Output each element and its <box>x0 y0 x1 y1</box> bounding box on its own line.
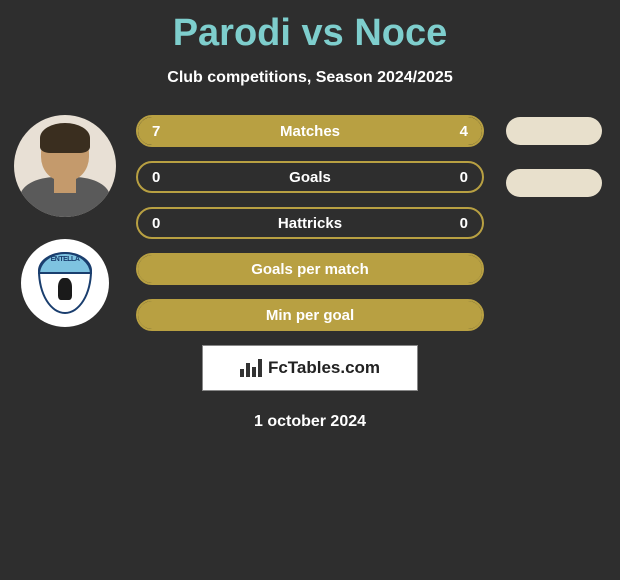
stat-value-right: 0 <box>460 169 468 186</box>
stat-label: Matches <box>138 123 482 140</box>
stat-label: Hattricks <box>138 215 482 232</box>
pill-2 <box>506 169 602 197</box>
stat-row-min-per-goal: Min per goal <box>136 299 484 331</box>
club-logo: ENTELLA <box>21 239 109 327</box>
pill-1 <box>506 117 602 145</box>
vs-text: vs <box>302 12 344 54</box>
avatar-column: ENTELLA <box>10 115 120 327</box>
stat-value-right: 4 <box>460 123 468 140</box>
subtitle: Club competitions, Season 2024/2025 <box>0 69 620 87</box>
stat-row-goals: Goals0 0 <box>136 161 484 193</box>
player-avatar <box>14 115 116 217</box>
page-title: Parodi vs Noce <box>0 0 620 55</box>
stat-row-matches: Matches7 4 <box>136 115 484 147</box>
stat-row-goals-per-match: Goals per match <box>136 253 484 285</box>
date-text: 1 october 2024 <box>0 413 620 431</box>
stats-container: Matches74Goals00Hattricks00Goals per mat… <box>136 115 484 331</box>
stat-label: Min per goal <box>138 307 482 324</box>
content-area: ENTELLA Matches74Goals00Hattricks00Goals… <box>0 115 620 431</box>
club-name: ENTELLA <box>38 256 92 263</box>
stat-value-left: 0 <box>152 169 160 186</box>
source-badge[interactable]: FcTables.com <box>202 345 418 391</box>
player1-name: Parodi <box>173 12 291 54</box>
stat-label: Goals per match <box>138 261 482 278</box>
player2-name: Noce <box>354 12 447 54</box>
chart-icon <box>240 359 262 377</box>
stat-value-right: 0 <box>460 215 468 232</box>
stat-row-hattricks: Hattricks0 0 <box>136 207 484 239</box>
right-pills <box>506 117 602 221</box>
stat-value-left: 7 <box>152 123 160 140</box>
badge-text: FcTables.com <box>268 358 380 378</box>
stat-label: Goals <box>138 169 482 186</box>
stat-value-left: 0 <box>152 215 160 232</box>
